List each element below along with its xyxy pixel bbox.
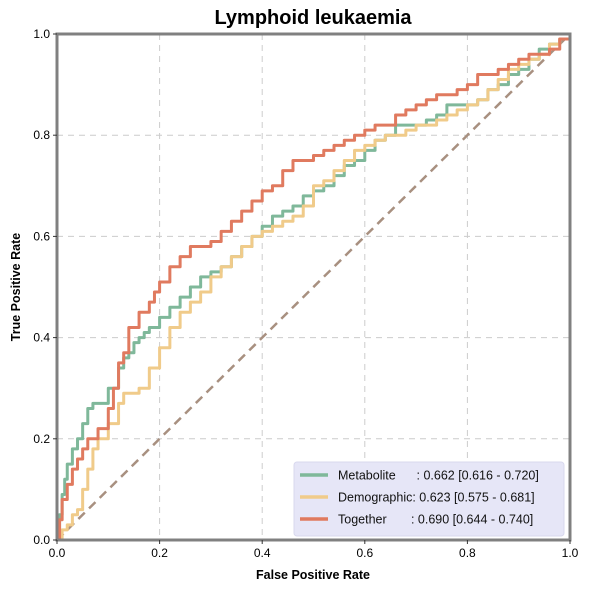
chance-line-layer [56, 33, 571, 541]
plot-border [55, 32, 572, 542]
legend-box [293, 461, 565, 537]
x-tick-label-1: 0.2 [151, 546, 168, 560]
series-line-together [57, 34, 572, 542]
chart-title: Lymphoid leukaemia [214, 7, 412, 29]
x-tick-label-3: 0.6 [356, 546, 373, 560]
x-tick-label-0: 0.0 [49, 546, 66, 560]
y-axis-label: True Positive Rate [9, 233, 23, 341]
legend-label-together: Together : 0.690 [0.644 - 0.740] [338, 513, 533, 527]
x-tick-label-5: 1.0 [562, 546, 579, 560]
chance-line [56, 33, 571, 541]
series-layer [57, 34, 572, 542]
legend: Metabolite : 0.662 [0.616 - 0.720] Demogr… [293, 461, 565, 537]
y-tick-label-4: 0.8 [33, 128, 50, 142]
y-tick-label-0: 0.0 [33, 533, 50, 547]
x-axis-label: False Positive Rate [256, 568, 370, 582]
x-tick-label-2: 0.4 [254, 546, 271, 560]
legend-label-metabolite: Metabolite : 0.662 [0.616 - 0.720] [338, 469, 539, 483]
tick-layer: 0.0 0.2 0.4 0.6 0.8 1.0 0.0 0.2 0.4 0.6 0.8 1.0 [33, 27, 578, 560]
legend-label-demographic: Demographic: 0.623 [0.575 - 0.681] [338, 491, 535, 505]
y-tick-label-2: 0.4 [33, 331, 50, 345]
y-tick-label-3: 0.6 [33, 229, 50, 243]
y-tick-label-5: 1.0 [33, 27, 50, 41]
plot-frame [55, 32, 572, 542]
grid [57, 34, 570, 540]
x-tick-label-4: 0.8 [459, 546, 476, 560]
y-tick-label-1: 0.2 [33, 432, 50, 446]
